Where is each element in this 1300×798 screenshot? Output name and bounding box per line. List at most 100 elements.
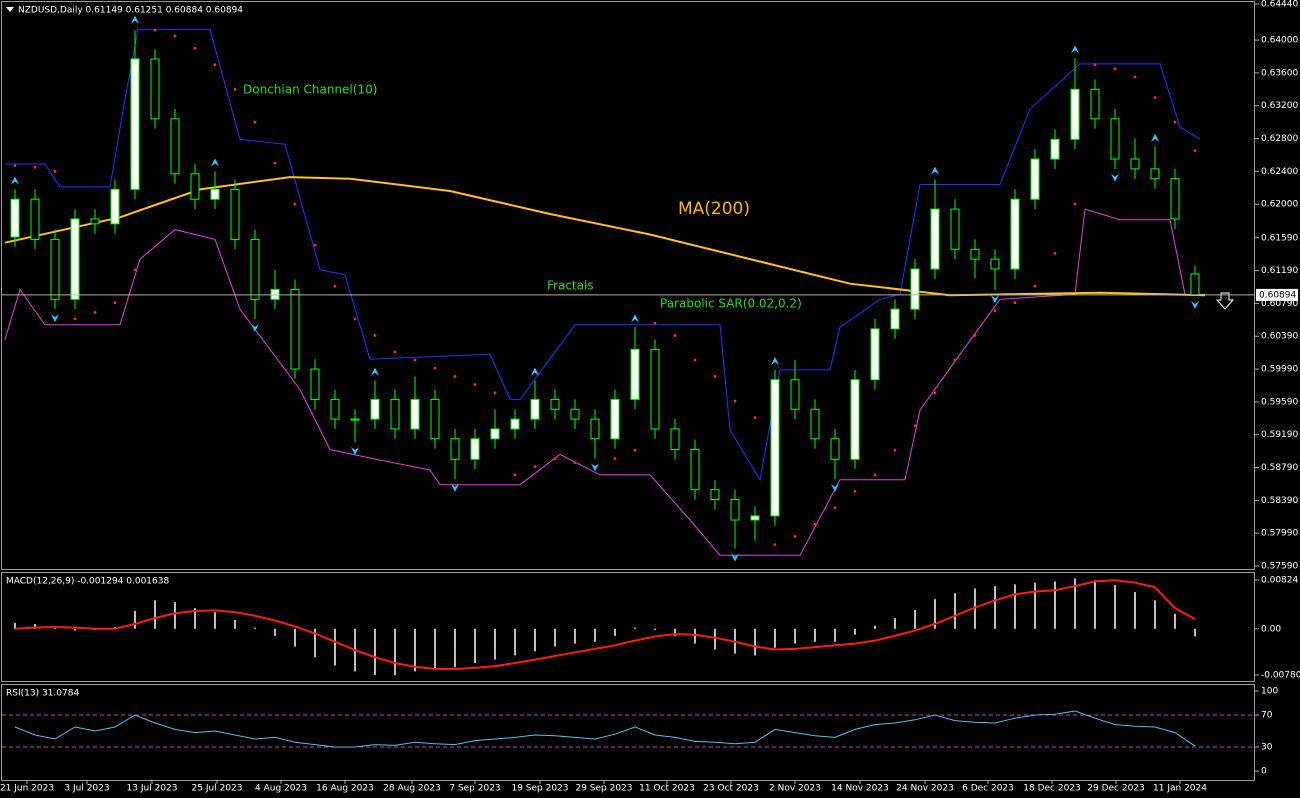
y-tick-label: 0.60790 xyxy=(1261,299,1298,309)
candle-body xyxy=(1070,88,1080,140)
x-tick-label: 21 Jun 2023 xyxy=(0,784,54,794)
candle-body xyxy=(990,258,1000,270)
sar-dot xyxy=(333,284,337,288)
sar-dot xyxy=(633,448,637,452)
y-tick-label: 0.61190 xyxy=(1261,266,1298,276)
y-tick-label: -0.007802 xyxy=(1261,670,1300,680)
candle-body xyxy=(390,398,400,430)
sar-dot xyxy=(173,34,177,38)
sar-dot xyxy=(33,165,37,169)
candle-body xyxy=(690,448,700,491)
fractal-up xyxy=(211,158,219,167)
panel-title: NZDUSD,Daily 0.61149 0.61251 0.60884 0.6… xyxy=(18,6,243,16)
y-tick-label: 0.00 xyxy=(1261,624,1281,634)
fractal-up xyxy=(371,367,379,376)
sar-dot xyxy=(493,391,497,395)
sar-dot xyxy=(1093,63,1097,67)
x-tick-label: 11 Oct 2023 xyxy=(639,784,695,794)
candle-body xyxy=(70,218,80,300)
fractal-down xyxy=(1111,173,1119,182)
fractal-down xyxy=(251,323,259,332)
sar-dot xyxy=(673,334,677,337)
sar-dot xyxy=(973,334,977,337)
candle-body xyxy=(1010,198,1020,270)
sar-dot xyxy=(753,416,757,419)
candle-body xyxy=(310,368,320,400)
candle-body xyxy=(1170,178,1180,220)
candle-body xyxy=(350,418,360,421)
sar-dot xyxy=(93,311,97,314)
candle-body xyxy=(110,188,120,225)
sar-dot xyxy=(313,243,317,247)
fractal-down xyxy=(451,483,459,492)
fractal-up xyxy=(11,176,19,185)
candle-body xyxy=(90,218,100,225)
y-tick-label: 0.64440 xyxy=(1261,0,1298,9)
fractal-up xyxy=(931,166,939,175)
y-tick-label: 0.58790 xyxy=(1261,463,1298,473)
x-tick-label: 11 Jan 2024 xyxy=(1153,784,1207,794)
sar-dot xyxy=(293,202,297,206)
sar-dot xyxy=(133,268,137,272)
sar-dot xyxy=(193,46,197,50)
x-tick-label: 6 Dec 2023 xyxy=(962,784,1014,794)
sar-dot xyxy=(473,383,477,387)
y-tick-label: 0.62400 xyxy=(1261,167,1298,177)
y-tick-label: 0.59990 xyxy=(1261,365,1298,375)
x-tick-label: 7 Sep 2023 xyxy=(449,784,500,794)
x-tick-label: 28 Aug 2023 xyxy=(383,784,441,794)
candle-body xyxy=(750,515,760,521)
candle-body xyxy=(210,188,220,200)
candle-body xyxy=(1050,138,1060,160)
sar-dot xyxy=(873,473,877,477)
candle-body xyxy=(230,188,240,240)
sar-dot xyxy=(1113,67,1117,71)
x-tick-label: 19 Sep 2023 xyxy=(511,784,568,794)
sar-dot xyxy=(713,375,717,378)
x-tick-label: 18 Dec 2023 xyxy=(1023,784,1081,794)
sar-dot xyxy=(513,473,517,477)
y-tick-label: 0.63600 xyxy=(1261,68,1298,78)
fractal-down xyxy=(1191,300,1199,309)
candle-body xyxy=(30,198,40,240)
candle-body xyxy=(570,408,580,420)
sar-dot xyxy=(813,522,817,526)
candle-body xyxy=(10,198,20,238)
sar-dot xyxy=(1073,202,1077,206)
ma-label: MA(200) xyxy=(678,199,750,219)
rsi-panel-frame xyxy=(1,684,1255,781)
candle-body xyxy=(610,398,620,440)
candle-body xyxy=(1090,88,1100,120)
sar-dot xyxy=(73,317,77,321)
y-tick-label: 0.60390 xyxy=(1261,332,1298,342)
candle-body xyxy=(470,438,480,460)
fractal-up xyxy=(1151,133,1159,142)
candle-body xyxy=(550,398,560,410)
price-panel-frame xyxy=(1,1,1255,570)
candle-body xyxy=(670,428,680,450)
y-tick-label: 0.62000 xyxy=(1261,200,1298,210)
candle-body xyxy=(410,398,420,430)
sar-dot xyxy=(53,169,57,173)
sar-dot xyxy=(553,457,557,460)
sar-dot xyxy=(1133,75,1137,79)
sar-dot xyxy=(1193,149,1197,153)
sar-dot xyxy=(113,301,117,305)
candle-body xyxy=(790,379,800,410)
y-tick-label: 0.57590 xyxy=(1261,561,1298,571)
sar-dot xyxy=(453,375,457,378)
candle-body xyxy=(1150,168,1160,180)
candle-body xyxy=(170,118,180,175)
sar-label: Parabolic SAR(0.02,0.2) xyxy=(660,297,802,311)
panel-title: RSI(13) 31.0784 xyxy=(6,689,79,699)
fractal-down xyxy=(351,447,359,456)
candle-body xyxy=(50,238,60,300)
fractal-down xyxy=(591,463,599,472)
sar-dot xyxy=(393,350,397,354)
y-tick-label: 0.59590 xyxy=(1261,397,1298,407)
candle-body xyxy=(850,379,860,460)
menu-triangle xyxy=(6,7,14,12)
fractal-up xyxy=(771,356,779,365)
